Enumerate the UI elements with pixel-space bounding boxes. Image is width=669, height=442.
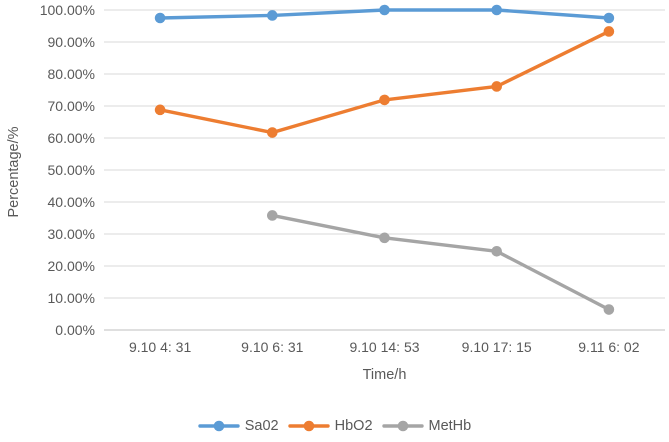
legend-dot <box>397 420 408 432</box>
y-tick-label: 0.00% <box>55 322 95 338</box>
y-tick-label: 20.00% <box>48 258 95 274</box>
data-point-Sa02 <box>267 10 278 21</box>
series-line-HbO2 <box>158 29 611 135</box>
data-point-HbO2 <box>491 81 503 92</box>
data-point-MetHb <box>491 245 503 257</box>
data-point-Sa02 <box>154 12 166 24</box>
y-tick-label: 70.00% <box>48 98 95 114</box>
data-point-HbO2 <box>379 94 390 106</box>
legend-item-HbO2: HbO2 <box>287 418 373 434</box>
legend-marker-HbO2 <box>287 420 330 432</box>
legend-item-MetHb: MetHb <box>381 418 472 434</box>
legend-dot <box>303 420 314 432</box>
data-point-HbO2 <box>154 104 166 116</box>
legend-marker-Sa02 <box>198 420 240 432</box>
y-tick-label: 80.00% <box>48 66 95 82</box>
x-tick-label: 9.10 6: 31 <box>241 339 303 355</box>
data-point-MetHb <box>379 232 390 244</box>
y-tick-label: 90.00% <box>48 34 95 50</box>
data-point-MetHb <box>603 304 615 315</box>
data-point-Sa02 <box>603 12 615 24</box>
legend-label: HbO2 <box>334 418 373 434</box>
y-tick-label: 60.00% <box>48 130 95 146</box>
x-tick-label: 9.10 4: 31 <box>129 339 191 355</box>
legend-dot <box>213 420 225 432</box>
x-tick-label: 9.10 17: 15 <box>462 339 532 355</box>
legend-label: Sa02 <box>244 418 279 434</box>
y-tick-label: 30.00% <box>48 226 95 242</box>
plot-area: 0.00% 10.00% 20.00% 30.00% 40.00% 50.00% 60.00… <box>40 2 665 355</box>
x-axis-title: Time/h <box>362 367 407 383</box>
legend-item-Sa02: Sa02 <box>198 418 279 434</box>
legend-marker-MetHb <box>381 420 424 432</box>
data-point-Sa02 <box>491 4 503 16</box>
x-tick-label: 9.10 14: 53 <box>349 339 419 355</box>
data-point-Sa02 <box>379 4 390 16</box>
y-tick-label: 50.00% <box>48 162 95 178</box>
data-point-HbO2 <box>603 26 615 37</box>
data-point-HbO2 <box>267 127 278 138</box>
legend-label: MetHb <box>428 418 472 434</box>
x-tick-label: 9.11 6: 02 <box>578 339 639 355</box>
data-point-MetHb <box>267 210 278 221</box>
y-tick-label: 40.00% <box>48 194 95 210</box>
y-tick-label: 100.00% <box>40 2 95 18</box>
legend: Sa02 HbO2 MetHb <box>0 413 669 439</box>
y-tick-label: 10.00% <box>48 290 95 306</box>
series-line-MetHb <box>270 213 611 312</box>
